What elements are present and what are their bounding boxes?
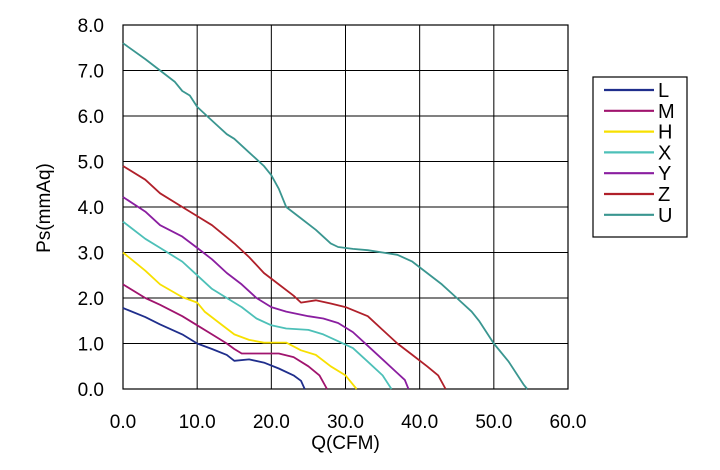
y-tick-label: 8.0 bbox=[78, 16, 104, 37]
series-line-m bbox=[122, 283, 328, 390]
y-tick-label: 3.0 bbox=[78, 244, 104, 265]
x-tick-label: 10.0 bbox=[179, 412, 216, 433]
x-tick-label: 30.0 bbox=[327, 412, 364, 433]
y-tick-label: 5.0 bbox=[78, 153, 104, 174]
x-tick-label: 0.0 bbox=[110, 412, 136, 433]
y-tick-label: 1.0 bbox=[78, 335, 104, 356]
plot-area bbox=[122, 24, 569, 390]
x-tick-labels: 0.0 10.0 20.0 30.0 40.0 50.0 60.0 bbox=[110, 412, 587, 433]
series-line-y bbox=[122, 196, 410, 390]
series-line-u bbox=[122, 42, 528, 390]
series-line-h bbox=[122, 251, 358, 390]
y-tick-label: 0.0 bbox=[78, 380, 104, 401]
legend-box bbox=[592, 76, 688, 238]
grid bbox=[122, 24, 569, 390]
legend-label-h: H bbox=[658, 122, 672, 144]
x-tick-label: 50.0 bbox=[475, 412, 512, 433]
legend-label-y: Y bbox=[658, 163, 671, 185]
series-layer bbox=[122, 42, 528, 390]
series-line-x bbox=[122, 220, 393, 390]
legend-label-x: X bbox=[658, 142, 671, 164]
series-line-z bbox=[122, 165, 447, 390]
x-axis-title: Q(CFM) bbox=[311, 433, 380, 454]
legend-label-u: U bbox=[658, 205, 672, 227]
x-tick-label: 60.0 bbox=[550, 412, 587, 433]
y-tick-labels: 0.0 1.0 2.0 3.0 4.0 5.0 6.0 7.0 8.0 bbox=[78, 16, 104, 401]
y-tick-label: 4.0 bbox=[78, 198, 104, 219]
x-tick-label: 40.0 bbox=[401, 412, 438, 433]
series-line-l bbox=[122, 307, 306, 390]
y-tick-label: 6.0 bbox=[78, 107, 104, 128]
legend-label-z: Z bbox=[658, 184, 670, 206]
legend-label-l: L bbox=[658, 80, 669, 102]
y-tick-label: 7.0 bbox=[78, 62, 104, 83]
x-tick-label: 20.0 bbox=[253, 412, 290, 433]
legend-label-m: M bbox=[658, 101, 675, 123]
y-tick-label: 2.0 bbox=[78, 289, 104, 310]
y-axis-title: Ps(mmAq) bbox=[34, 163, 55, 253]
